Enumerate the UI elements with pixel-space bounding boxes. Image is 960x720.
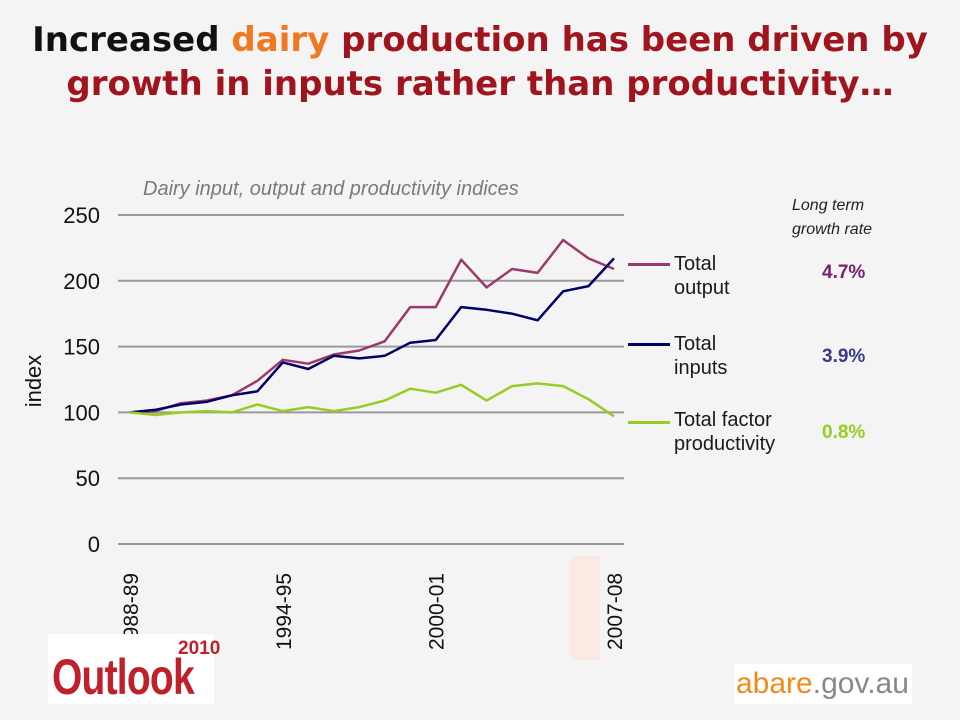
legend-inputs-line-1: Total (674, 333, 717, 355)
legend-item-inputs: Total inputs (674, 332, 804, 380)
legend-swatch-tfp (628, 421, 670, 424)
growth-rate-tfp: 0.8% (822, 422, 866, 443)
x-tick-label-1994-95: 1994-95 (273, 573, 296, 650)
legend-swatch-output (628, 263, 670, 266)
legend-item-output: Total output (674, 252, 804, 300)
outlook-2010-logo: Outlook 2010 (48, 634, 220, 705)
title-part-2: dairy (231, 20, 330, 60)
legend-swatch-inputs (628, 343, 670, 346)
abare-logo: abare.gov.au (734, 664, 912, 704)
y-tick-label-250: 250 (63, 203, 100, 228)
legend-inputs-line-2: inputs (674, 357, 728, 379)
growth-rate-heading-line-1: Long term (792, 197, 865, 214)
x-tick-label-1988-89: 1988-89 (120, 573, 143, 650)
title-line-1: Increased dairy production has been driv… (0, 18, 960, 62)
outlook-logo-year: 2010 (178, 638, 221, 659)
y-tick-label-0: 0 (88, 532, 100, 557)
legend-output-line-1: Total (674, 253, 717, 275)
y-tick-label-150: 150 (63, 335, 100, 360)
legend-output-line-2: output (674, 277, 730, 299)
series-line-1 (129, 257, 615, 414)
title-part-1: Increased (32, 20, 232, 60)
abare-logo-part-2: .gov.au (812, 667, 909, 700)
legend-tfp-line-1: Total factor (674, 409, 772, 431)
last-period-highlight (570, 556, 600, 660)
legend-tfp-line-2: productivity (674, 433, 776, 455)
abare-logo-part-1: abare (736, 667, 813, 700)
x-tick-label-2000-01: 2000-01 (426, 573, 449, 650)
page-title: Increased dairy production has been driv… (0, 18, 960, 106)
chart-title: Dairy input, output and productivity ind… (143, 178, 519, 200)
growth-rate-output: 4.7% (822, 262, 866, 283)
y-tick-label-50: 50 (76, 466, 100, 491)
growth-rate-heading: Long term growth rate (792, 194, 912, 242)
outlook-logo-text: Outlook (52, 649, 195, 705)
title-part-3: production has been driven by (329, 20, 928, 60)
x-tick-label-2007-08: 2007-08 (604, 573, 627, 650)
legend-item-tfp: Total factor productivity (674, 408, 824, 456)
growth-rate-inputs: 3.9% (822, 346, 866, 367)
y-tick-label-100: 100 (63, 400, 100, 425)
title-line-2: growth in inputs rather than productivit… (66, 64, 894, 104)
growth-rate-heading-line-2: growth rate (792, 221, 873, 238)
series-line-0 (129, 238, 615, 414)
y-tick-label-200: 200 (63, 269, 100, 294)
y-axis-label: index (21, 355, 46, 408)
series-line-2 (129, 382, 615, 418)
